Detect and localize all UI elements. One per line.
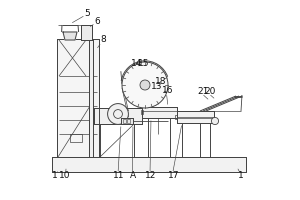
Bar	[52, 157, 246, 172]
Bar	[70, 134, 82, 142]
Text: A: A	[130, 171, 136, 180]
Bar	[177, 111, 214, 123]
Circle shape	[212, 117, 219, 125]
Text: 14: 14	[131, 60, 143, 68]
Bar	[121, 118, 133, 124]
Bar	[94, 108, 142, 124]
Text: 17: 17	[168, 171, 180, 180]
Circle shape	[108, 104, 128, 124]
Bar	[142, 107, 177, 118]
Text: 1: 1	[238, 171, 244, 180]
Text: 21: 21	[197, 88, 209, 97]
Bar	[89, 40, 93, 157]
Bar	[94, 108, 142, 124]
Text: 18: 18	[155, 76, 167, 86]
Text: 5: 5	[84, 8, 90, 18]
Text: 13: 13	[151, 82, 163, 90]
Bar	[175, 115, 177, 119]
Bar	[81, 25, 92, 40]
Bar	[81, 25, 92, 40]
Bar	[57, 39, 99, 157]
Bar	[52, 157, 246, 172]
Bar	[89, 40, 93, 157]
Bar	[142, 107, 177, 118]
Text: 6: 6	[94, 17, 100, 25]
Text: 1: 1	[52, 171, 58, 180]
Circle shape	[122, 62, 168, 108]
Bar	[123, 119, 126, 123]
Circle shape	[140, 80, 150, 90]
Bar	[127, 119, 130, 123]
Text: 8: 8	[100, 36, 106, 45]
Bar	[121, 118, 133, 124]
Text: 20: 20	[204, 88, 216, 97]
Polygon shape	[63, 32, 77, 40]
Bar	[177, 111, 214, 123]
Text: 11: 11	[113, 171, 125, 180]
Bar	[141, 110, 143, 114]
Text: 12: 12	[145, 171, 157, 180]
Bar	[57, 39, 99, 157]
Text: 15: 15	[138, 60, 150, 68]
Text: 10: 10	[59, 171, 71, 180]
Text: 16: 16	[162, 86, 174, 95]
